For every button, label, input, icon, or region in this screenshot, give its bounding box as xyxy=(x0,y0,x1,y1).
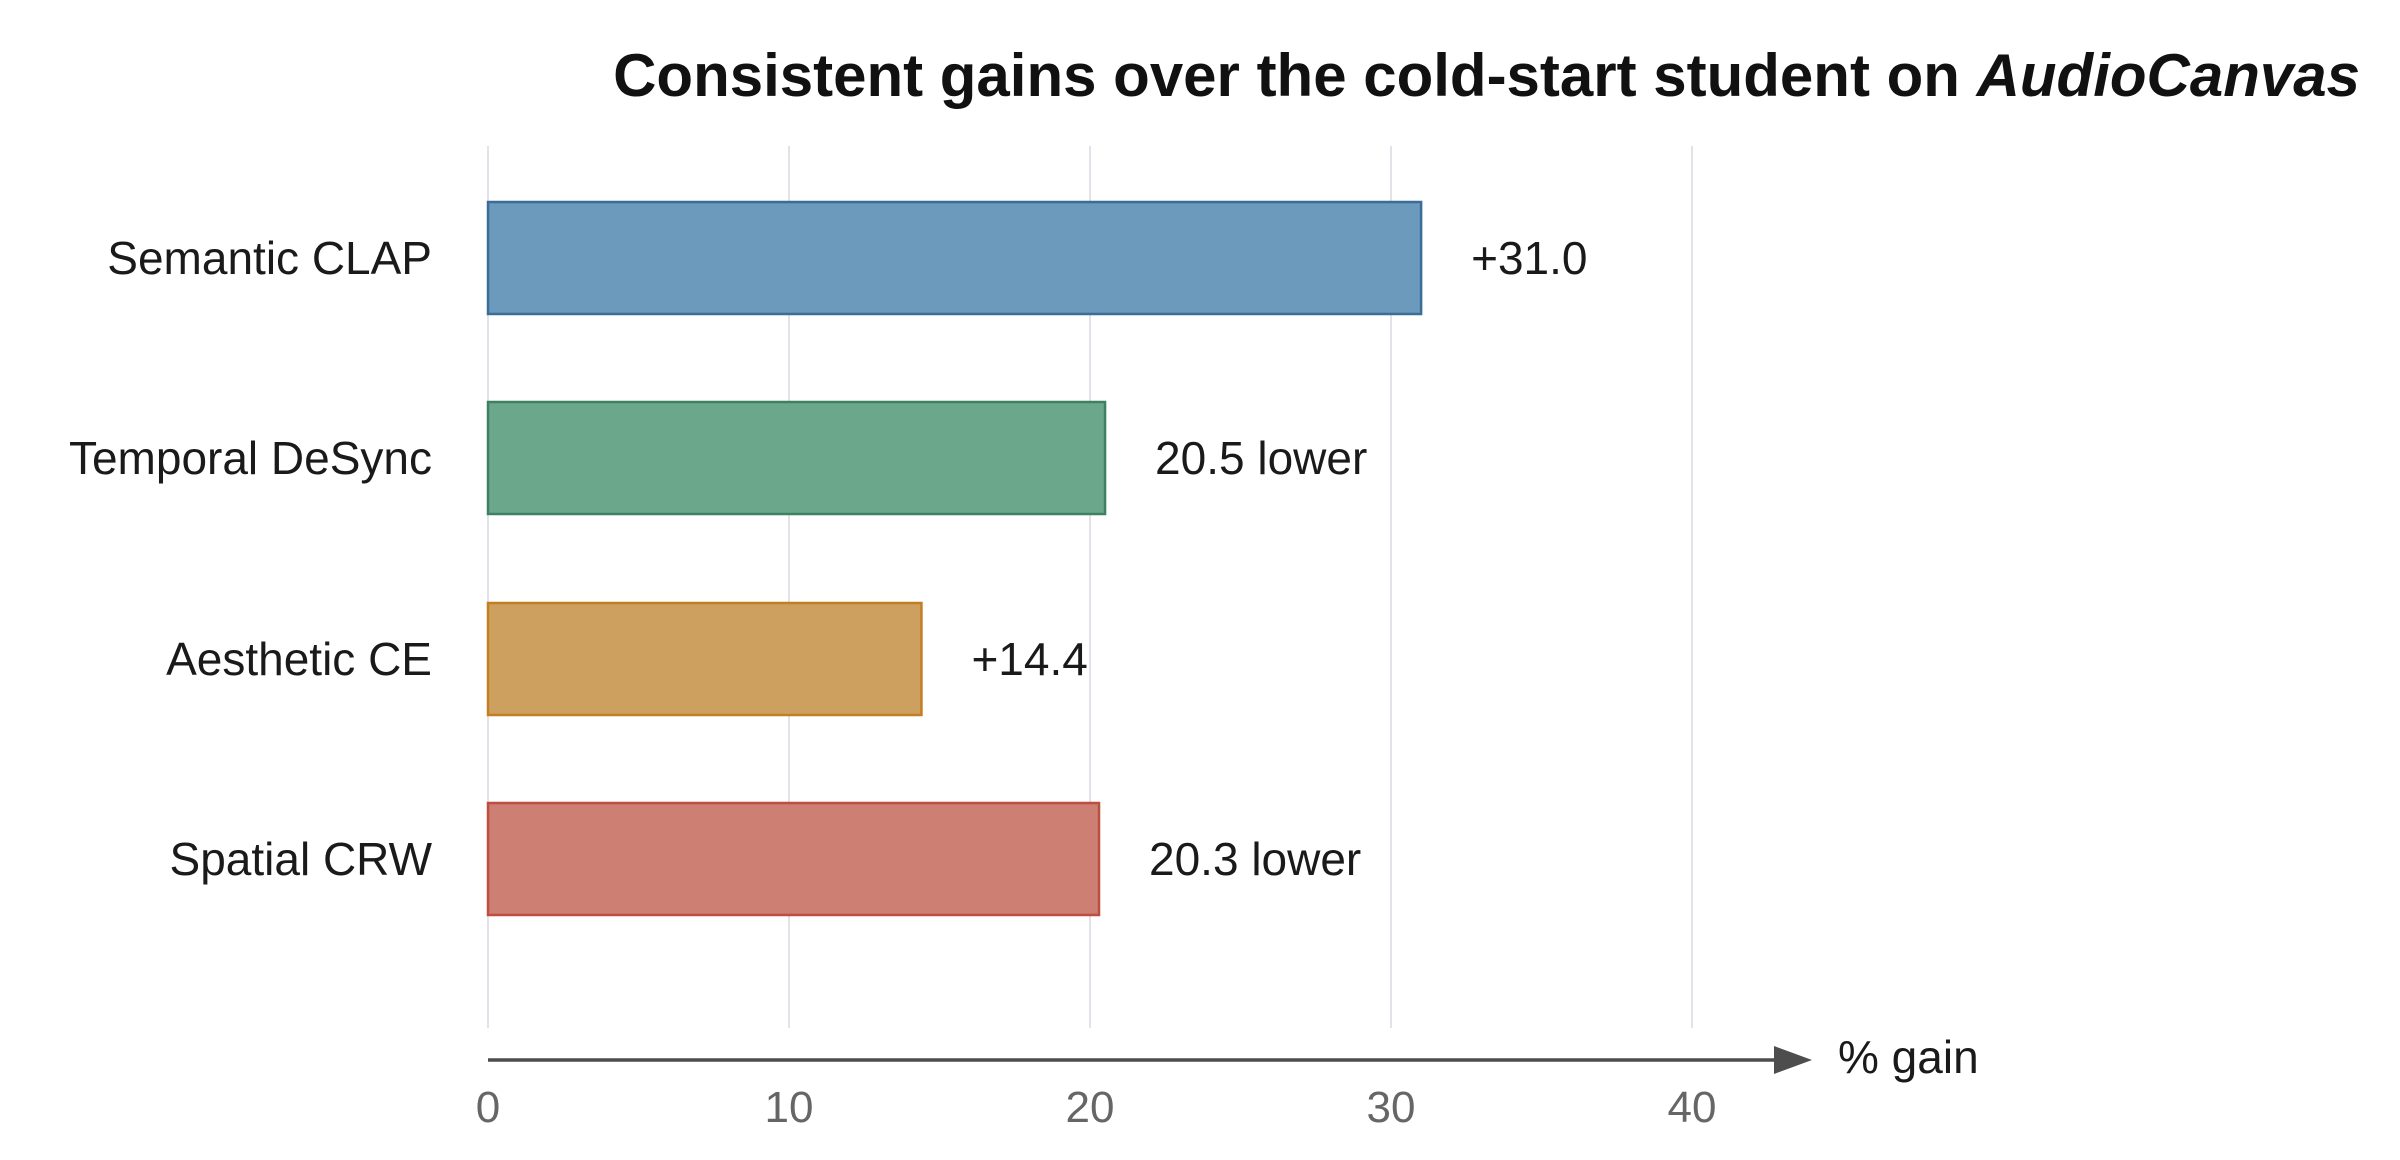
data-labels: +31.0 20.5 lower +14.4 20.3 lower xyxy=(971,232,1587,885)
x-tick-label: 0 xyxy=(476,1083,500,1132)
bar xyxy=(486,400,1107,516)
bar xyxy=(486,601,923,717)
category-label: Aesthetic CE xyxy=(166,633,432,685)
x-tick-label: 10 xyxy=(765,1083,814,1132)
category-label: Spatial CRW xyxy=(170,833,433,885)
x-axis-arrow-head xyxy=(1774,1046,1812,1074)
data-label: 20.5 lower xyxy=(1155,432,1367,484)
x-tick-label: 30 xyxy=(1367,1083,1416,1132)
x-tick-label: 40 xyxy=(1668,1083,1717,1132)
bar xyxy=(486,801,1101,917)
chart-title: Consistent gains over the cold-start stu… xyxy=(613,42,2360,109)
x-axis-label: % gain xyxy=(1838,1031,1979,1083)
category-label: Semantic CLAP xyxy=(107,232,432,284)
chart-title-emphasis: AudioCanvas xyxy=(1975,42,2360,109)
x-tick-label: 20 xyxy=(1066,1083,1115,1132)
data-label: +14.4 xyxy=(971,633,1087,685)
bars xyxy=(486,200,1423,917)
category-label: Temporal DeSync xyxy=(69,432,432,484)
category-labels: Semantic CLAP Temporal DeSync Aesthetic CE… xyxy=(69,232,433,885)
data-label: 20.3 lower xyxy=(1149,833,1361,885)
x-tick-labels: 0 10 20 30 40 xyxy=(476,1083,1717,1132)
bar xyxy=(486,200,1423,316)
chart-title-main: Consistent gains over the cold-start stu… xyxy=(613,42,1960,109)
data-label: +31.0 xyxy=(1471,232,1587,284)
x-axis: % gain xyxy=(488,1031,1979,1083)
